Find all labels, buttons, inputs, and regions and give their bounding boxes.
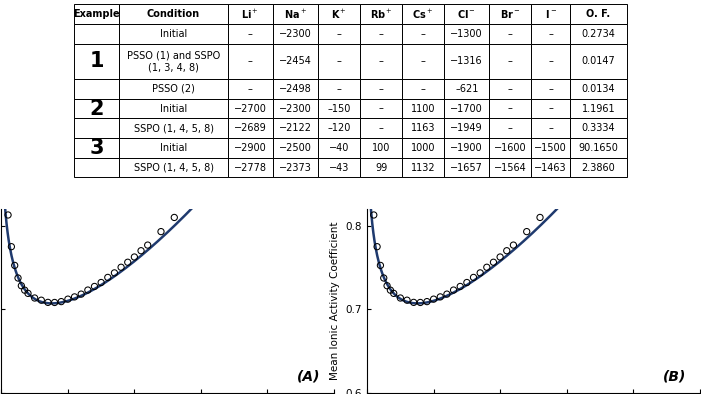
Point (36, 297, 47, 303)
Point (375, 262, 386, 269)
Point (368, 212, 379, 218)
Text: (A): (A) (297, 370, 320, 384)
Point (468, 274, 479, 281)
Point (2, 212, 13, 218)
Point (229, 142, 240, 149)
Point (378, 275, 389, 281)
Point (13, 275, 24, 281)
Point (494, 254, 505, 260)
Point (435, 294, 446, 300)
Point (534, 214, 545, 221)
Point (261, 96, 273, 102)
Point (385, 287, 396, 293)
Point (627, 96, 639, 102)
Point (82, 287, 93, 293)
Point (395, 295, 406, 301)
Point (421, 298, 433, 305)
Point (295, 43, 306, 50)
Point (29, 295, 40, 301)
Point (475, 270, 486, 276)
Point (481, 264, 492, 270)
Point (19, 287, 30, 293)
Point (415, 299, 426, 306)
Point (135, 247, 147, 254)
Point (402, 297, 413, 303)
Point (6, 243, 17, 250)
Y-axis label: Mean Ionic Activity Coefficient: Mean Ionic Activity Coefficient (330, 222, 340, 380)
Point (196, 184, 207, 190)
Point (388, 290, 400, 297)
Text: (B): (B) (663, 370, 686, 384)
Point (116, 264, 127, 270)
Point (614, 115, 625, 121)
Point (55, 298, 67, 305)
Point (488, 259, 499, 266)
Point (594, 142, 606, 149)
Point (69, 294, 80, 300)
Point (448, 287, 459, 293)
Point (455, 283, 466, 290)
Point (547, 199, 559, 206)
Point (661, 43, 672, 50)
Point (442, 291, 453, 297)
Point (42, 299, 53, 305)
Point (102, 274, 114, 281)
Point (142, 242, 154, 248)
Point (182, 199, 193, 206)
Point (501, 247, 512, 254)
Point (508, 242, 519, 248)
Point (461, 279, 472, 286)
Point (408, 299, 419, 305)
Point (62, 296, 74, 302)
Point (15, 282, 27, 289)
Point (521, 229, 532, 235)
Point (109, 270, 120, 276)
Point (169, 214, 180, 221)
Point (372, 243, 383, 250)
Point (122, 259, 133, 266)
Point (95, 279, 107, 286)
Point (76, 291, 87, 297)
Point (129, 254, 140, 260)
Point (381, 282, 393, 289)
Point (248, 115, 259, 121)
Point (428, 296, 440, 302)
Point (49, 299, 60, 306)
Point (574, 168, 585, 175)
Point (89, 283, 100, 290)
Point (9, 262, 20, 269)
Point (22, 290, 34, 297)
Point (156, 229, 167, 235)
Point (209, 168, 220, 175)
Point (561, 184, 572, 190)
